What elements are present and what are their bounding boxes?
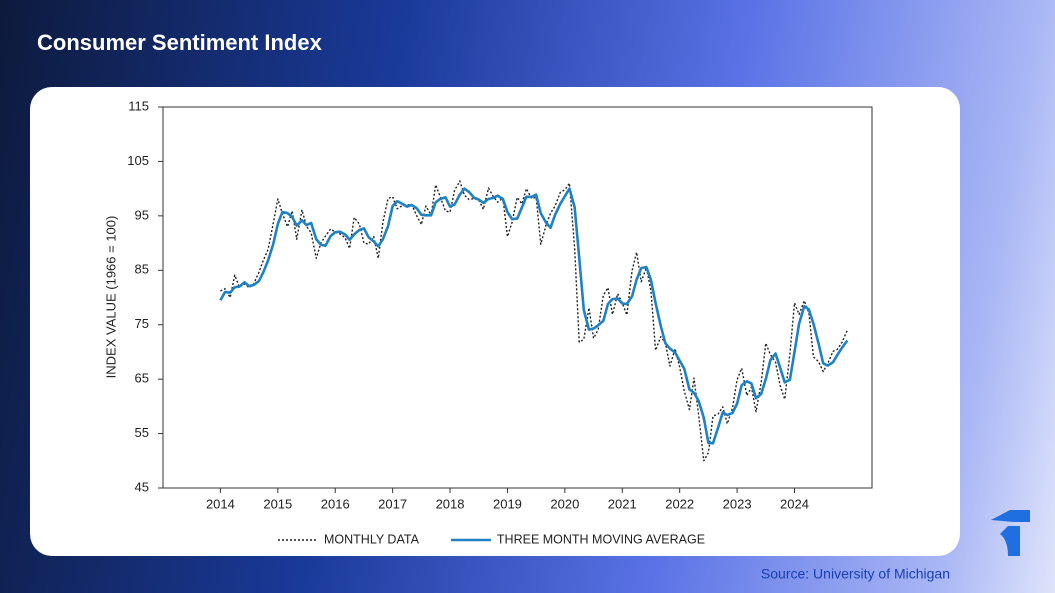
x-tick-label: 2016 xyxy=(321,496,350,511)
y-tick-label: 75 xyxy=(135,316,149,331)
x-tick-label: 2015 xyxy=(263,496,292,511)
source: Source: University of Michigan xyxy=(761,566,950,582)
x-tick-label: 2023 xyxy=(723,496,752,511)
logo xyxy=(991,510,1030,556)
legend-label: THREE MONTH MOVING AVERAGE xyxy=(497,532,705,546)
y-tick-label: 105 xyxy=(127,153,149,168)
x-tick-label: 2021 xyxy=(608,496,637,511)
slide-title: Consumer Sentiment Index xyxy=(37,30,323,55)
x-tick-label: 2022 xyxy=(665,496,694,511)
y-tick-label: 115 xyxy=(128,98,149,113)
card xyxy=(30,87,960,556)
y-tick-label: 45 xyxy=(135,479,149,494)
x-tick-label: 2020 xyxy=(550,496,579,511)
series-line xyxy=(220,180,848,462)
y-tick-label: 55 xyxy=(135,425,149,440)
plot-frame xyxy=(162,106,873,489)
series-line xyxy=(219,187,849,445)
y-axis-label: INDEX VALUE (1966 = 100) xyxy=(103,216,118,379)
x-tick-label: 2014 xyxy=(206,496,235,511)
y-tick-label: 65 xyxy=(135,371,149,386)
x-tick-label: 2019 xyxy=(493,496,522,511)
x-tick-label: 2017 xyxy=(378,496,407,511)
logo-stem xyxy=(1000,526,1020,556)
logo-top xyxy=(991,510,1030,522)
y-tick-label: 95 xyxy=(135,207,149,222)
x-tick-label: 2018 xyxy=(436,496,465,511)
y-tick-label: 85 xyxy=(135,262,149,277)
legend-label: MONTHLY DATA xyxy=(324,532,420,546)
x-tick-label: 2024 xyxy=(780,496,809,511)
